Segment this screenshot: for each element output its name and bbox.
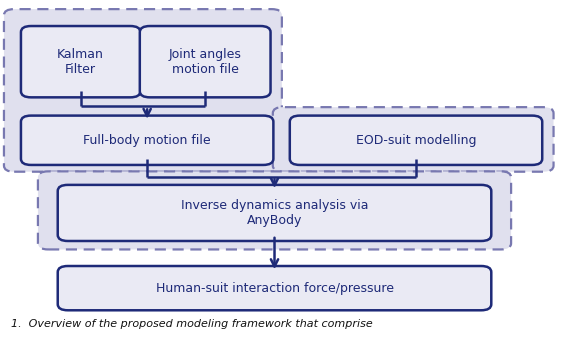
FancyBboxPatch shape [4,9,282,172]
Text: 1.  Overview of the proposed modeling framework that comprise: 1. Overview of the proposed modeling fra… [11,319,373,330]
Text: Full-body motion file: Full-body motion file [83,134,211,147]
FancyBboxPatch shape [21,26,140,97]
Text: Joint angles
motion file: Joint angles motion file [169,48,242,76]
FancyBboxPatch shape [38,171,511,249]
FancyBboxPatch shape [140,26,271,97]
FancyBboxPatch shape [21,116,273,165]
FancyBboxPatch shape [58,185,491,241]
FancyBboxPatch shape [58,266,491,310]
Text: Inverse dynamics analysis via
AnyBody: Inverse dynamics analysis via AnyBody [181,199,368,227]
Text: Kalman
Filter: Kalman Filter [57,48,104,76]
Text: EOD-suit modelling: EOD-suit modelling [356,134,476,147]
Text: Human-suit interaction force/pressure: Human-suit interaction force/pressure [156,282,393,295]
FancyBboxPatch shape [290,116,542,165]
FancyBboxPatch shape [273,107,554,172]
